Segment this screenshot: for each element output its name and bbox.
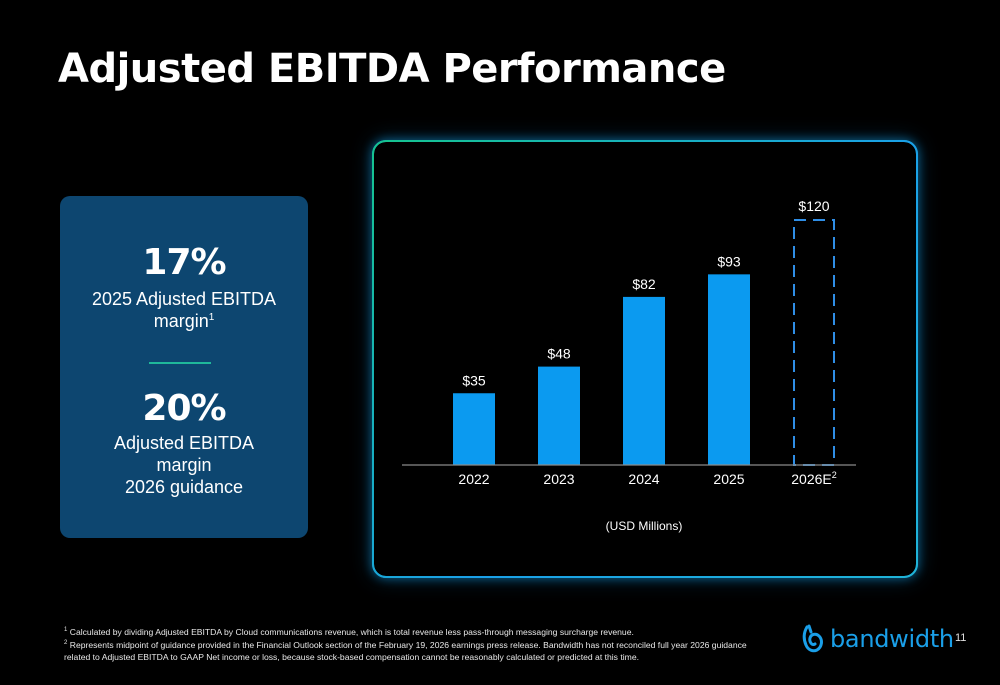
x-tick-label-2024: 2024	[628, 471, 659, 487]
footnotes: 1 Calculated by dividing Adjusted EBITDA…	[64, 626, 764, 664]
kpi-guidance-2026-value: 20%	[142, 388, 226, 429]
x-tick-label-2022: 2022	[458, 471, 489, 487]
footnote-ref-1: 1	[208, 312, 215, 323]
footnote-2: 2 Represents midpoint of guidance provid…	[64, 639, 747, 663]
bar-2026e	[793, 219, 835, 466]
value-label-2023: $48	[547, 346, 571, 362]
value-label-2024: $82	[632, 276, 656, 292]
value-label-2025: $93	[717, 253, 741, 269]
x-tick-label-2025: 2025	[713, 471, 744, 487]
kpi-guidance-2026-label-line2: margin	[156, 455, 212, 475]
bar-2023	[538, 366, 580, 465]
kpi-margin-2025-label: 2025 Adjusted EBITDA margin1	[60, 288, 308, 332]
kpi-guidance-2026-label: Adjusted EBITDA margin 2026 guidance	[60, 432, 308, 498]
bar-2024	[623, 296, 665, 465]
kpi-divider	[149, 362, 211, 364]
x-tick-label-2026e: 2026E2	[791, 470, 837, 487]
footnote-1: 1 Calculated by dividing Adjusted EBITDA…	[64, 627, 634, 637]
x-tick-label-2023: 2023	[543, 471, 574, 487]
unit-label: (USD Millions)	[606, 519, 683, 533]
value-label-2022: $35	[462, 372, 486, 388]
page-title: Adjusted EBITDA Performance	[58, 46, 726, 92]
bar-2022	[453, 393, 495, 465]
kpi-guidance-2026-label-line3: 2026 guidance	[124, 477, 244, 497]
bandwidth-logo-text: bandwidth	[830, 625, 954, 653]
kpi-card: 17% 2025 Adjusted EBITDA margin1 20% Adj…	[60, 196, 308, 538]
bandwidth-logo: bandwidth	[800, 622, 954, 656]
kpi-margin-2025-label-line2: margin	[153, 311, 209, 331]
kpi-margin-2025-value: 17%	[142, 242, 226, 283]
kpi-margin-2025-label-line1: 2025 Adjusted EBITDA	[91, 289, 277, 309]
value-label-2026e: $120	[798, 198, 829, 214]
kpi-guidance-2026-label-line1: Adjusted EBITDA	[113, 433, 255, 453]
bandwidth-logo-icon	[802, 624, 823, 653]
bar-2025	[708, 274, 750, 465]
ebitda-bar-chart: $35 2022 $48 2023 $82 2024 $93 2025 $120 2026E2 (U…	[402, 198, 856, 533]
page-number: 11	[955, 632, 967, 644]
footnote-ref-2: 2	[832, 470, 837, 480]
